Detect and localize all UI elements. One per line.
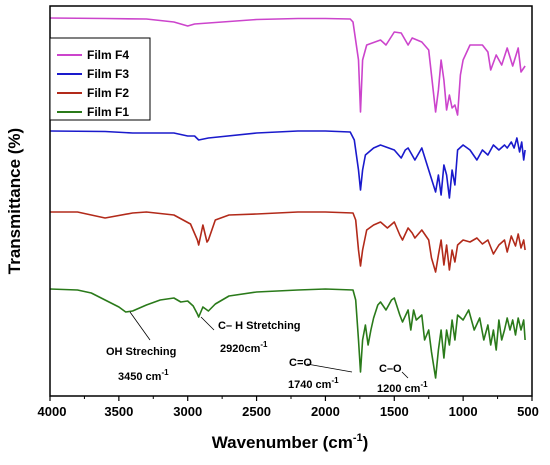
legend-label-f2: Film F2 (87, 86, 129, 100)
annotation-co-double-leader (306, 363, 353, 373)
legend-item-f4: Film F4 (57, 48, 129, 62)
series-line-film-f4 (49, 17, 526, 116)
annotation-co-single-label: C–O (379, 363, 402, 375)
x-tick-layer: 4000 3500 3000 2500 2000 1500 1000 500 (38, 396, 539, 419)
legend-item-f1: Film F1 (57, 105, 129, 119)
annotation-ch-leader (200, 316, 215, 331)
x-tick-label-3500: 3500 (104, 404, 133, 419)
x-tick-label-500: 500 (517, 404, 539, 419)
legend-item-f3: Film F3 (57, 67, 129, 81)
annotation-ch-value: 2920cm-1 (220, 340, 268, 355)
series-line-film-f2 (50, 211, 526, 273)
legend-box (49, 37, 151, 121)
plot-frame (49, 5, 533, 397)
annotation-oh-leader (129, 311, 151, 341)
annotation-oh-value: 3450 cm-1 (118, 368, 169, 383)
annotation-co-double-label: C=O (289, 357, 312, 369)
annotation-co-single: C–O 1200 cm-1 (377, 363, 428, 395)
legend-label-f3: Film F3 (87, 67, 129, 81)
x-tick-label-4000: 4000 (38, 404, 67, 419)
series-layer (49, 17, 526, 379)
legend-label-f4: Film F4 (87, 48, 129, 62)
x-tick-label-2000: 2000 (311, 404, 340, 419)
annotation-co-single-value: 1200 cm-1 (377, 380, 428, 395)
annotation-ch-label: C– H Stretching (218, 320, 301, 332)
x-axis-title: Wavenumber (cm-1) (212, 432, 369, 452)
x-tick-label-1000: 1000 (449, 404, 478, 419)
y-axis-title: Transmittance (%) (5, 128, 24, 274)
series-line-film-f3 (49, 130, 526, 199)
annotation-ch: C– H Stretching 2920cm-1 (200, 316, 301, 355)
series-line-film-f1 (49, 288, 526, 379)
x-tick-label-2500: 2500 (242, 404, 271, 419)
legend-label-f1: Film F1 (87, 105, 129, 119)
annotation-co-single-leader (401, 371, 409, 379)
annotation-co-double: C=O 1740 cm-1 (288, 357, 353, 391)
legend-item-f2: Film F2 (57, 86, 129, 100)
x-tick-label-3000: 3000 (173, 404, 202, 419)
annotation-oh-label: OH Streching (106, 346, 176, 358)
annotation-oh: OH Streching 3450 cm-1 (106, 311, 176, 383)
legend: Film F4 Film F3 Film F2 Film F1 (49, 37, 151, 121)
x-tick-label-1500: 1500 (380, 404, 409, 419)
annotation-co-double-value: 1740 cm-1 (288, 376, 339, 391)
